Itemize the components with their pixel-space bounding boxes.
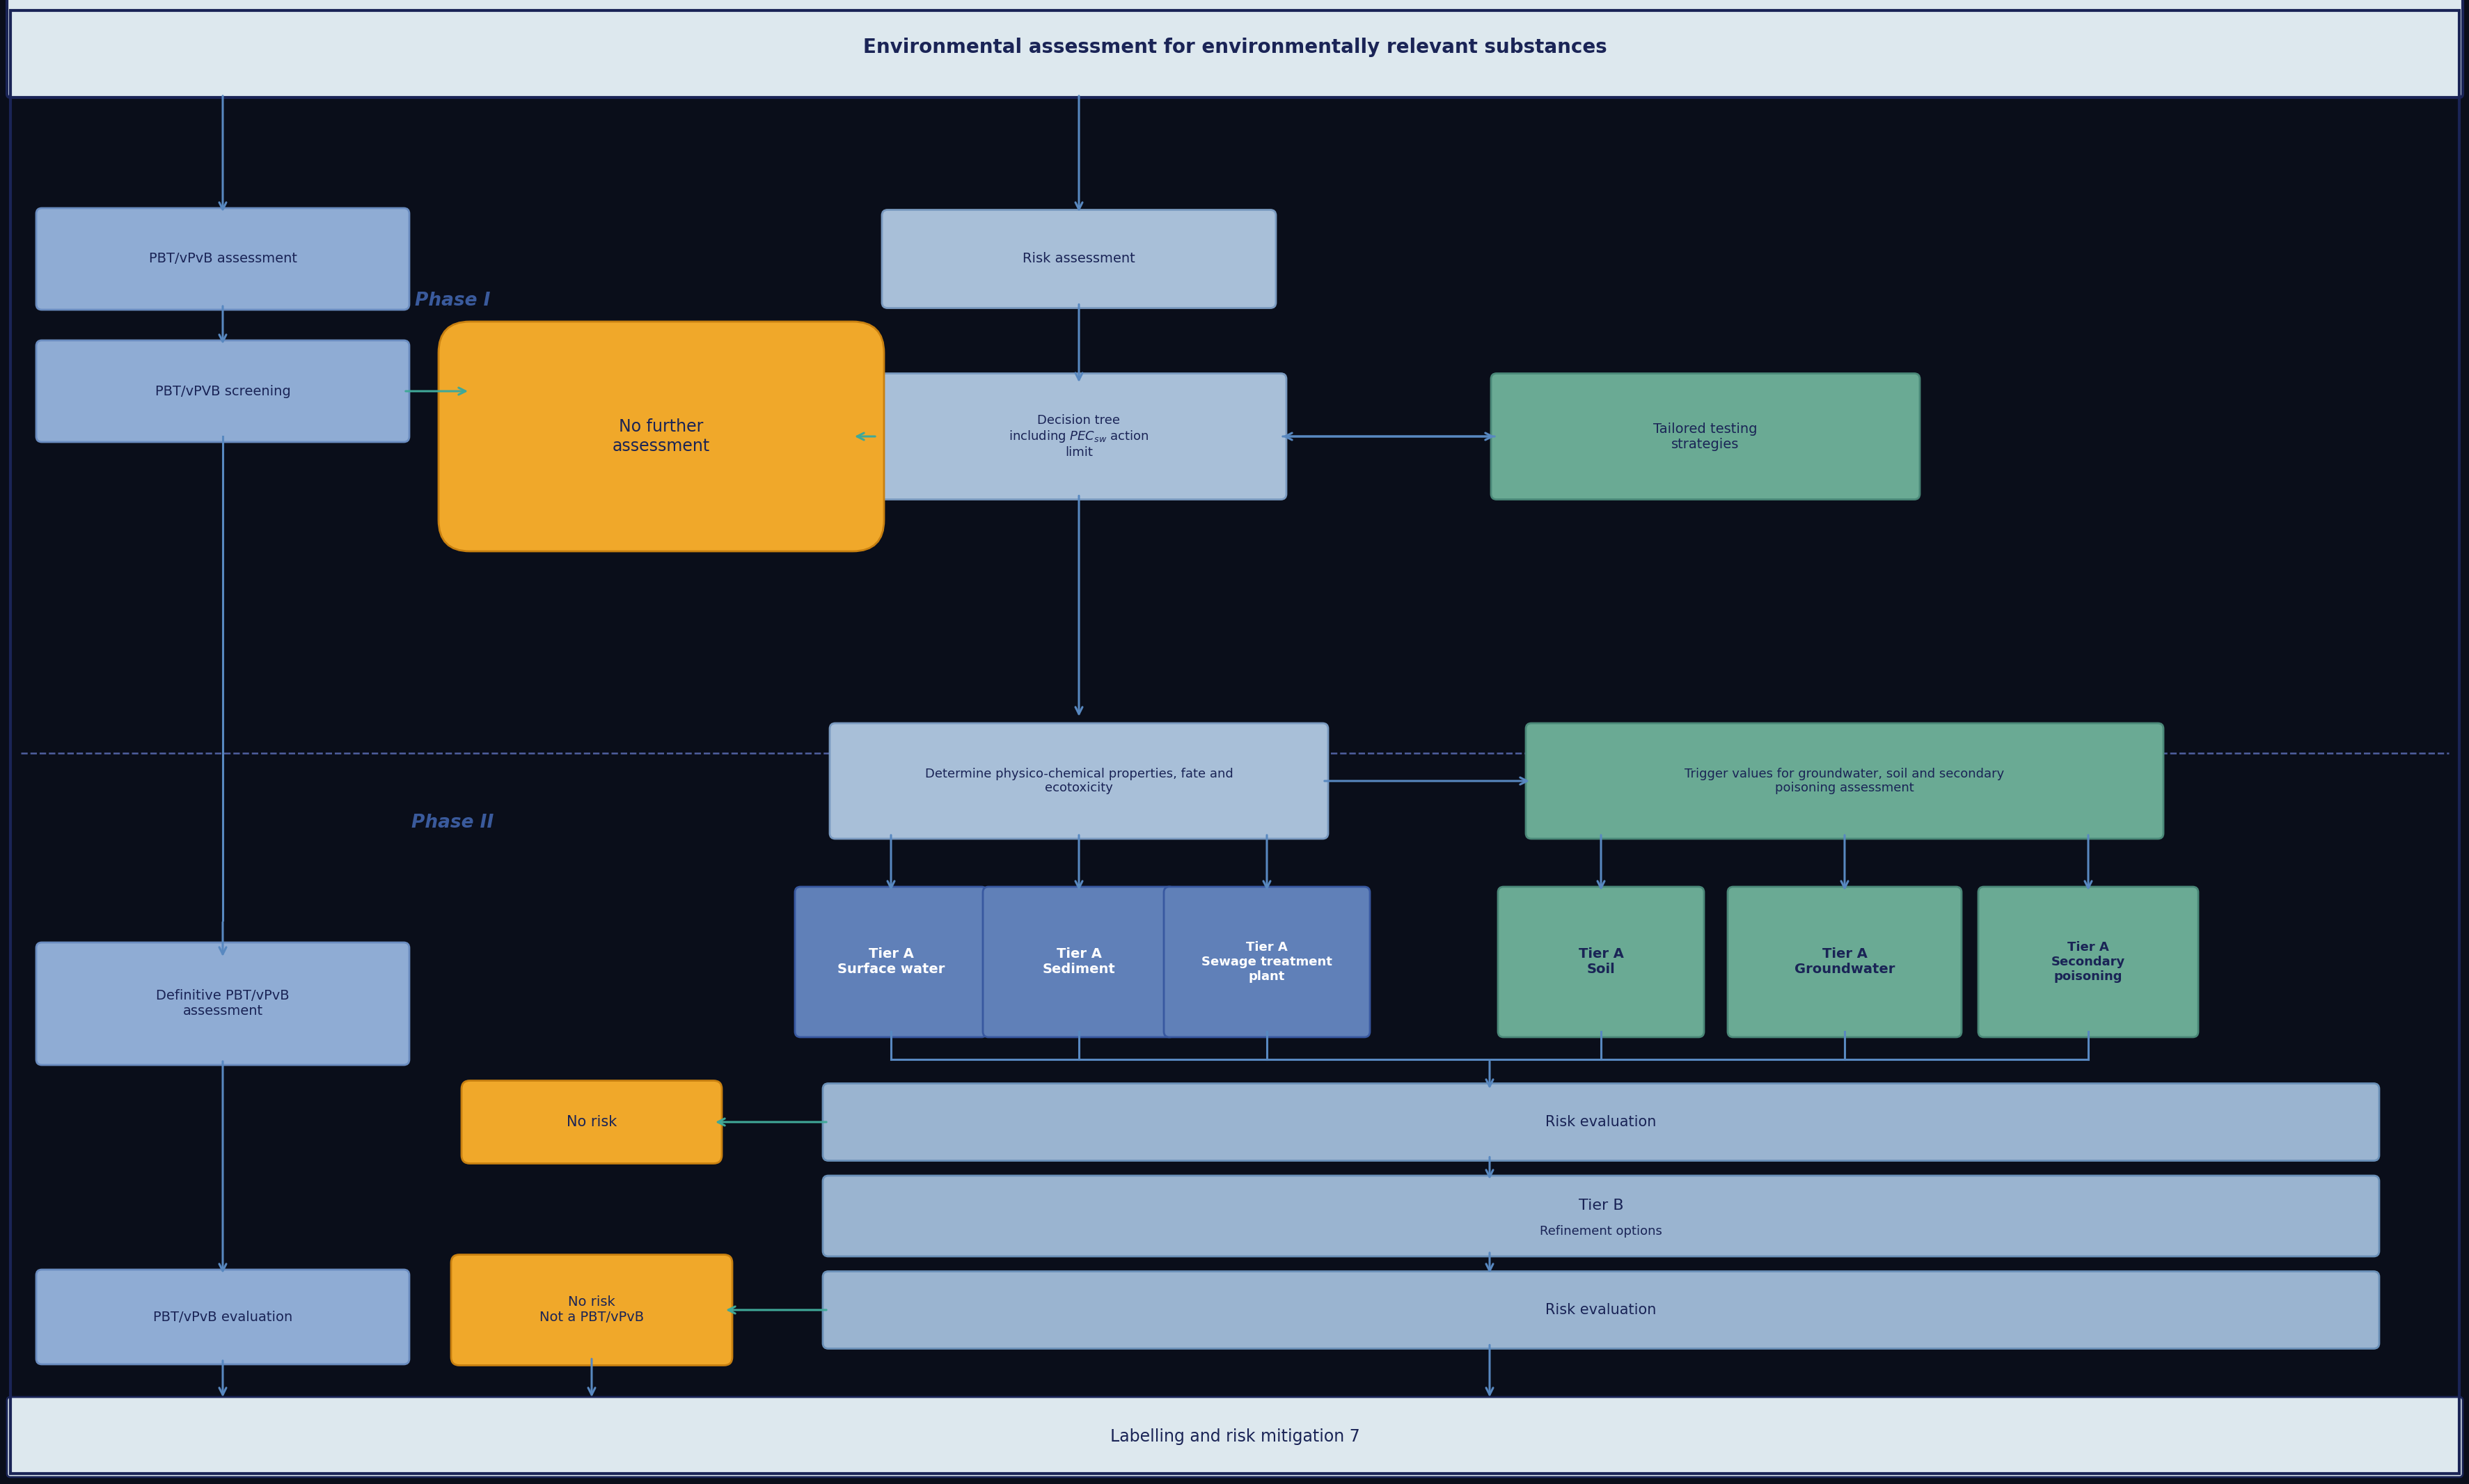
FancyBboxPatch shape xyxy=(872,374,1286,500)
FancyBboxPatch shape xyxy=(881,209,1276,309)
FancyBboxPatch shape xyxy=(1728,887,1960,1037)
FancyBboxPatch shape xyxy=(1491,374,1918,500)
Text: No risk: No risk xyxy=(565,1114,617,1129)
Text: Labelling and risk mitigation 7: Labelling and risk mitigation 7 xyxy=(1109,1429,1360,1445)
FancyBboxPatch shape xyxy=(795,887,988,1037)
Text: Tailored testing
strategies: Tailored testing strategies xyxy=(1652,421,1758,451)
Text: Risk evaluation: Risk evaluation xyxy=(1546,1114,1657,1129)
Text: Tier A
Surface water: Tier A Surface water xyxy=(837,948,946,976)
FancyBboxPatch shape xyxy=(37,340,410,442)
Text: No risk
Not a PBT/vPvB: No risk Not a PBT/vPvB xyxy=(538,1296,644,1324)
FancyBboxPatch shape xyxy=(452,1254,733,1365)
Text: Tier B: Tier B xyxy=(1578,1199,1622,1212)
Text: Decision tree
including $PEC_{sw}$ action
limit: Decision tree including $PEC_{sw}$ actio… xyxy=(1007,414,1148,459)
Text: Tier A
Soil: Tier A Soil xyxy=(1578,948,1622,976)
Text: Determine physico-chemical properties, fate and
ecotoxicity: Determine physico-chemical properties, f… xyxy=(923,767,1232,794)
FancyBboxPatch shape xyxy=(822,1272,2378,1349)
Text: PBT/vPvB assessment: PBT/vPvB assessment xyxy=(148,252,296,266)
FancyBboxPatch shape xyxy=(1978,887,2197,1037)
FancyBboxPatch shape xyxy=(439,322,884,551)
Text: PBT/vPvB evaluation: PBT/vPvB evaluation xyxy=(153,1310,291,1324)
FancyBboxPatch shape xyxy=(37,1270,410,1364)
Text: Environmental assessment for environmentally relevant substances: Environmental assessment for environment… xyxy=(862,37,1607,56)
FancyBboxPatch shape xyxy=(37,208,410,310)
Text: Tier A
Sewage treatment
plant: Tier A Sewage treatment plant xyxy=(1200,941,1331,982)
Text: Risk evaluation: Risk evaluation xyxy=(1546,1303,1657,1316)
FancyBboxPatch shape xyxy=(1163,887,1370,1037)
Text: Tier A
Groundwater: Tier A Groundwater xyxy=(1795,948,1894,976)
Text: Phase II: Phase II xyxy=(412,813,494,833)
FancyBboxPatch shape xyxy=(37,942,410,1066)
Text: PBT/vPVB screening: PBT/vPVB screening xyxy=(156,384,291,398)
Text: Phase I: Phase I xyxy=(415,292,489,310)
Text: No further
assessment: No further assessment xyxy=(612,418,711,454)
Text: Refinement options: Refinement options xyxy=(1538,1226,1662,1238)
FancyBboxPatch shape xyxy=(822,1083,2378,1160)
FancyBboxPatch shape xyxy=(822,1175,2378,1257)
FancyBboxPatch shape xyxy=(1499,887,1704,1037)
Text: Definitive PBT/vPvB
assessment: Definitive PBT/vPvB assessment xyxy=(156,990,289,1018)
FancyBboxPatch shape xyxy=(462,1080,721,1163)
FancyBboxPatch shape xyxy=(7,1396,2462,1477)
Text: Tier A
Secondary
poisoning: Tier A Secondary poisoning xyxy=(2052,941,2126,982)
FancyBboxPatch shape xyxy=(830,723,1328,838)
FancyBboxPatch shape xyxy=(1526,723,2163,838)
Text: Tier A
Sediment: Tier A Sediment xyxy=(1042,948,1116,976)
FancyBboxPatch shape xyxy=(7,0,2462,98)
FancyBboxPatch shape xyxy=(983,887,1175,1037)
Text: Trigger values for groundwater, soil and secondary
poisoning assessment: Trigger values for groundwater, soil and… xyxy=(1684,767,2005,794)
Text: Risk assessment: Risk assessment xyxy=(1022,252,1136,266)
